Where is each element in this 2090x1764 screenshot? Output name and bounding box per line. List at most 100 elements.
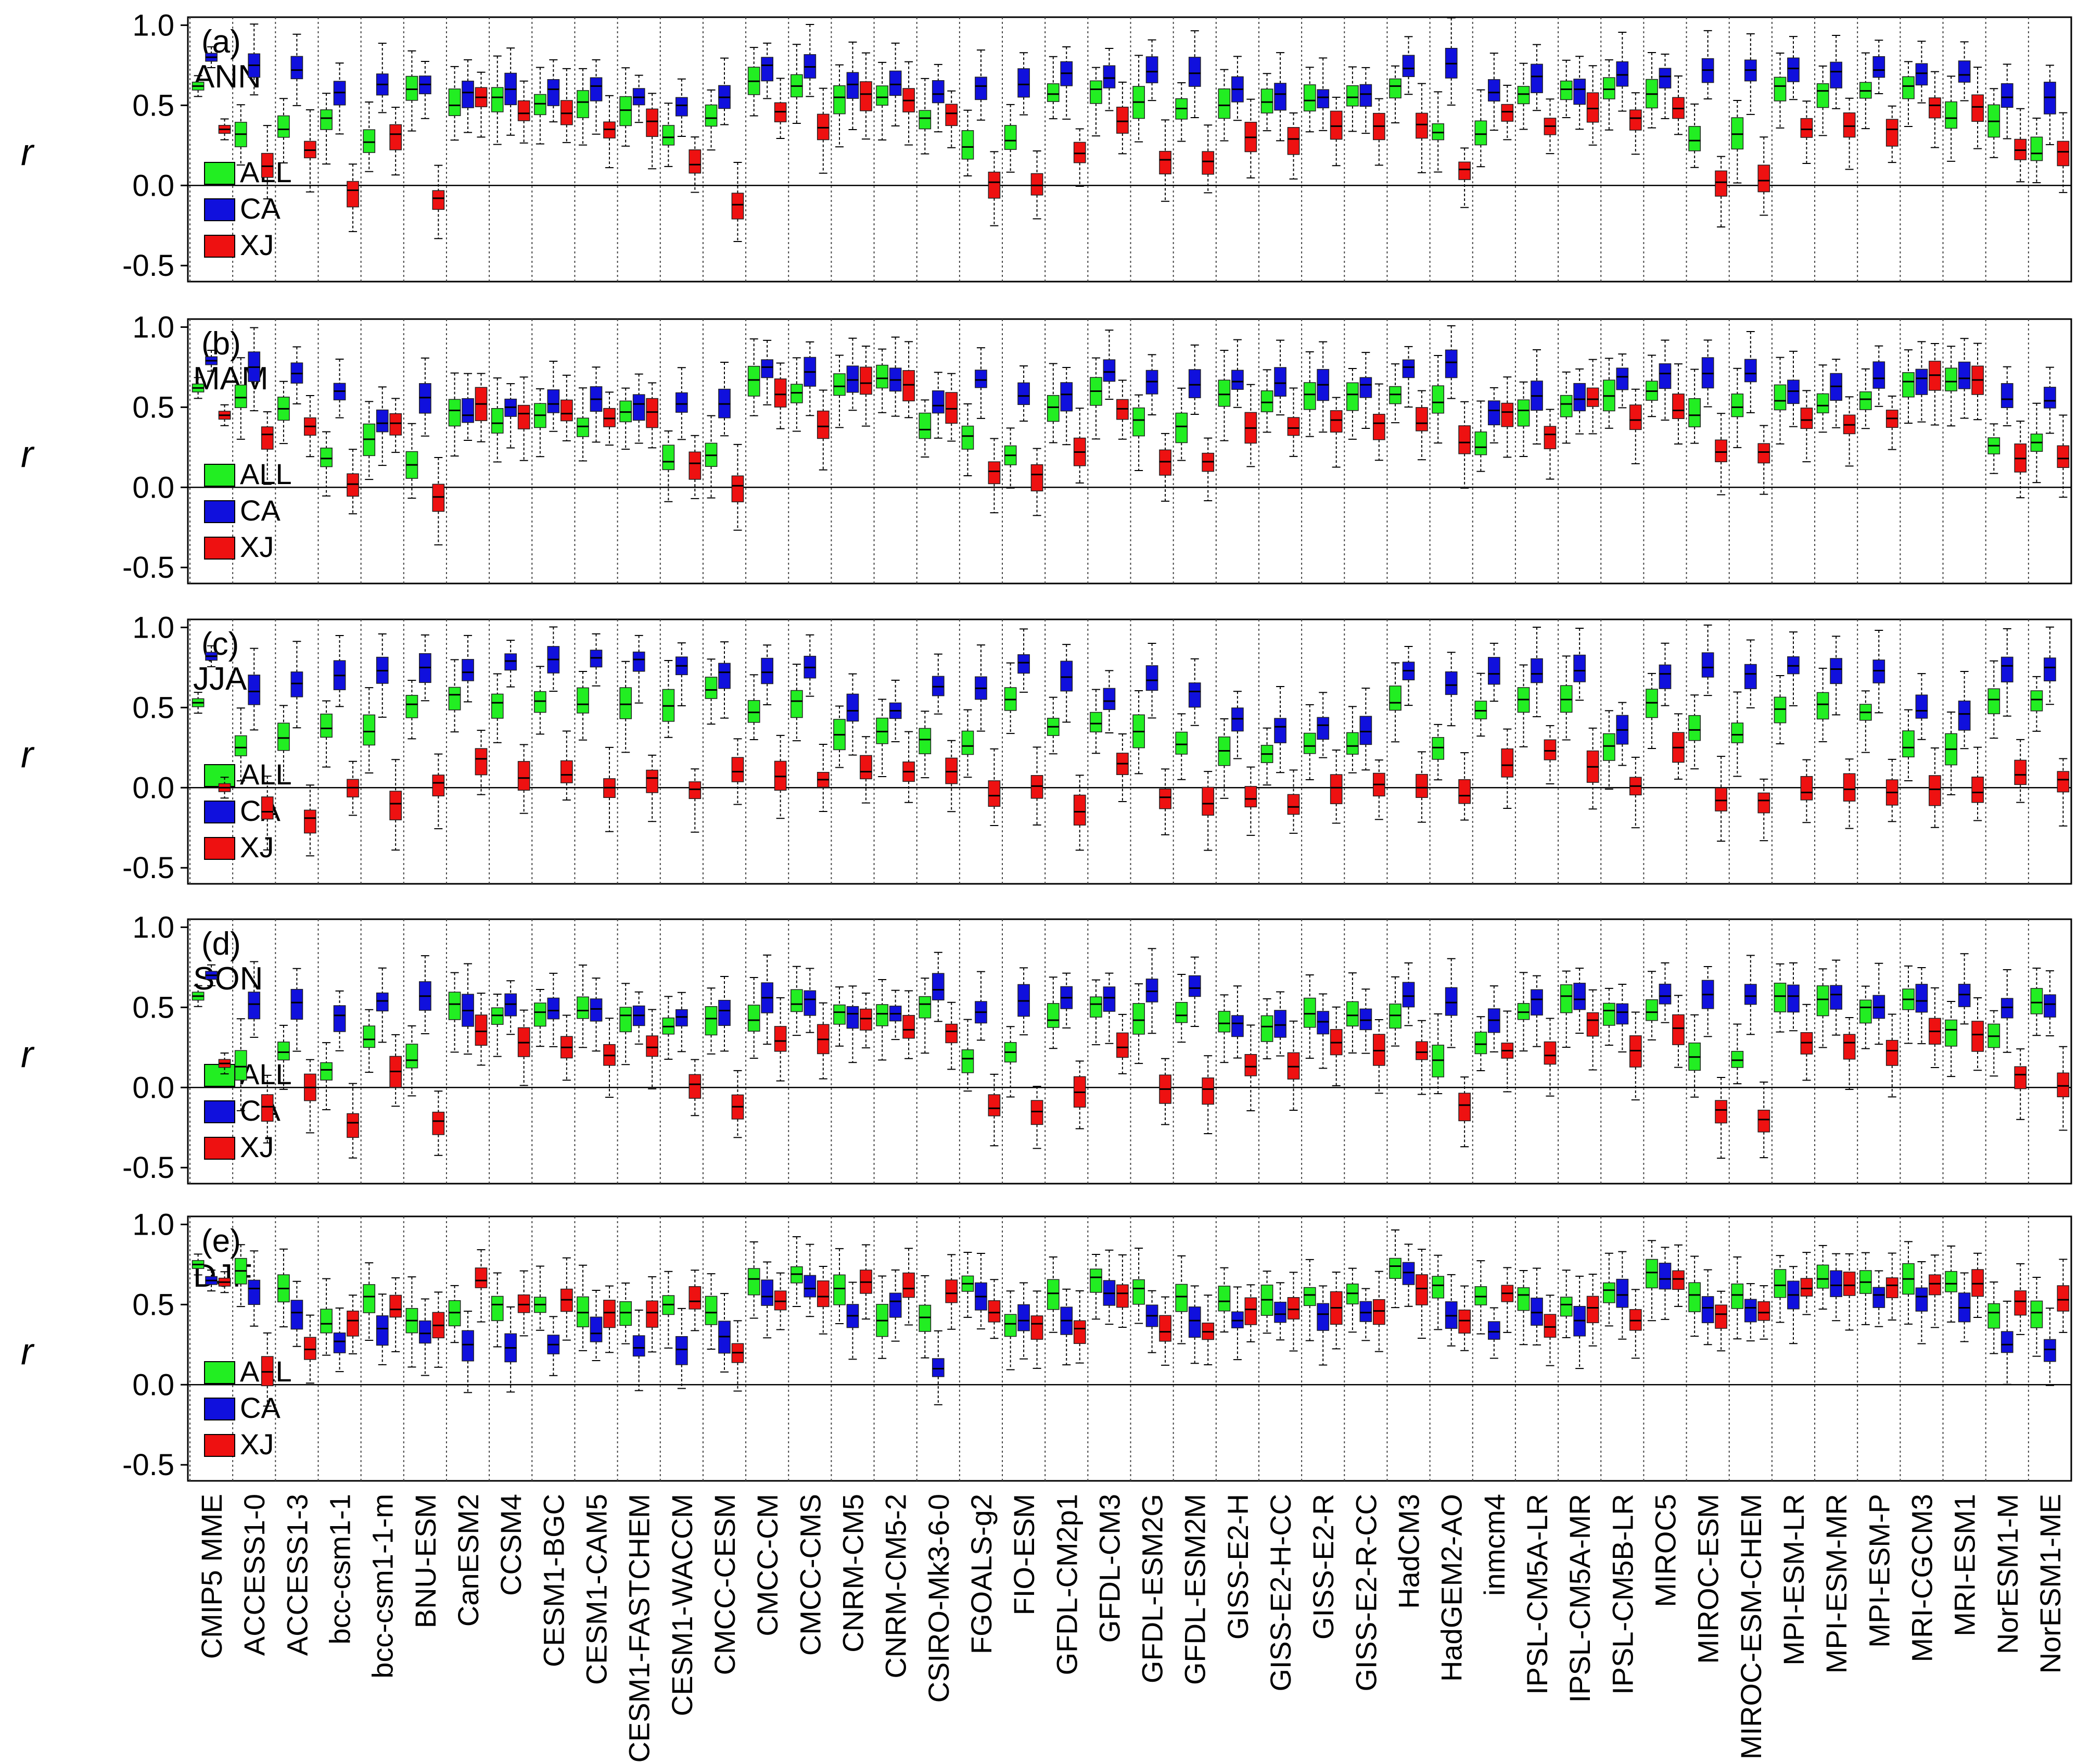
box-ca — [1488, 79, 1500, 101]
box-ca — [2000, 383, 2013, 408]
box-all — [833, 1004, 846, 1025]
box-xj — [817, 1280, 830, 1308]
box-xj — [2057, 141, 2070, 167]
x-tick-label: HadGEM2-AO — [1435, 1494, 1468, 1682]
box-all — [320, 109, 333, 130]
box-all — [405, 75, 418, 101]
box-all — [1389, 1258, 1401, 1279]
x-tick-label: GISS-E2-R — [1307, 1494, 1340, 1640]
box-ca — [248, 675, 261, 705]
box-xj — [1715, 170, 1727, 197]
box-all — [1175, 1002, 1188, 1023]
panel-label: (e) — [201, 1223, 241, 1259]
y-tick-label: -0.5 — [122, 249, 174, 283]
box-xj — [1373, 1299, 1385, 1325]
box-xj — [945, 104, 958, 126]
box-all — [1303, 382, 1316, 410]
box-all — [833, 373, 846, 396]
x-tick-label: GISS-E2-R-CC — [1349, 1494, 1382, 1692]
box-xj — [689, 149, 702, 174]
box-ca — [889, 1292, 902, 1318]
box-xj — [1330, 774, 1343, 804]
box-xj — [1800, 408, 1813, 429]
box-all — [405, 1044, 418, 1069]
box-xj — [1629, 404, 1642, 430]
legend-swatch-all — [204, 464, 235, 487]
box-all — [1303, 84, 1316, 112]
box-xj — [646, 398, 658, 428]
y-tick-label: -0.5 — [122, 851, 174, 885]
box-all — [1816, 692, 1829, 720]
box-xj — [988, 461, 1001, 485]
y-tick-label: 1.0 — [132, 8, 174, 42]
box-xj — [261, 426, 274, 450]
legend-label-xj: XJ — [240, 1428, 274, 1461]
legend-swatch-xj — [204, 1434, 235, 1457]
x-tick-label: GISS-E2-H — [1221, 1494, 1254, 1640]
y-tick-label: 0.0 — [132, 169, 174, 202]
x-tick-label: NorESM1-ME — [2034, 1494, 2067, 1673]
box-xj — [1416, 407, 1428, 432]
box-xj — [1073, 794, 1086, 826]
box-xj — [261, 796, 274, 820]
box-xj — [1586, 1296, 1599, 1324]
box-xj — [1287, 1297, 1300, 1319]
box-all — [2030, 988, 2043, 1014]
box-ca — [1402, 359, 1415, 378]
box-ca — [1659, 363, 1672, 389]
box-all — [320, 447, 333, 467]
box-ca — [1531, 1298, 1543, 1326]
box-xj — [902, 370, 915, 402]
box-ca — [504, 653, 517, 671]
box-all — [491, 408, 504, 434]
box-all — [1945, 101, 1957, 129]
box-all — [1646, 1259, 1658, 1289]
box-all — [1432, 737, 1445, 760]
box-ca — [1830, 658, 1842, 684]
box-ca — [1872, 56, 1885, 78]
box-xj — [1458, 1093, 1471, 1122]
y-tick-label: 1.0 — [132, 611, 174, 644]
box-ca — [547, 389, 560, 413]
box-xj — [560, 399, 573, 422]
box-all — [405, 695, 418, 718]
box-ca — [761, 657, 773, 684]
box-xj — [1073, 142, 1086, 163]
box-xj — [517, 761, 530, 791]
box-xj — [1586, 92, 1599, 123]
box-xj — [1202, 151, 1215, 175]
box-all — [534, 94, 546, 116]
box-xj — [817, 410, 830, 439]
box-ca — [1017, 654, 1030, 674]
box-xj — [1116, 106, 1129, 134]
box-all — [1346, 732, 1359, 755]
box-all — [277, 1042, 290, 1061]
box-xj — [1159, 1315, 1171, 1342]
box-xj — [1715, 1100, 1727, 1124]
box-xj — [988, 1300, 1001, 1323]
box-all — [1945, 367, 1957, 391]
x-tick-label: GFDL-ESM2M — [1179, 1494, 1212, 1685]
box-all — [1816, 393, 1829, 414]
box-xj — [945, 1279, 958, 1303]
box-xj — [603, 408, 616, 427]
box-ca — [1445, 349, 1458, 378]
box-xj — [1971, 1021, 1984, 1052]
box-xj — [1287, 127, 1300, 155]
box-ca — [1616, 367, 1629, 390]
box-ca — [1445, 987, 1458, 1016]
box-ca — [2044, 387, 2056, 409]
box-all — [1688, 715, 1701, 741]
box-ca — [1145, 979, 1158, 1002]
box-all — [363, 1025, 376, 1048]
box-ca — [1830, 61, 1842, 88]
box-xj — [475, 1267, 488, 1288]
x-tick-label: IPSL-CM5A-MR — [1563, 1494, 1596, 1703]
box-all — [491, 693, 504, 719]
box-xj — [1159, 449, 1171, 476]
x-tick-label: CESM1-BGC — [537, 1494, 570, 1667]
box-xj — [475, 748, 488, 776]
box-xj — [860, 1008, 872, 1031]
box-ca — [1744, 984, 1757, 1005]
box-ca — [333, 1005, 346, 1032]
